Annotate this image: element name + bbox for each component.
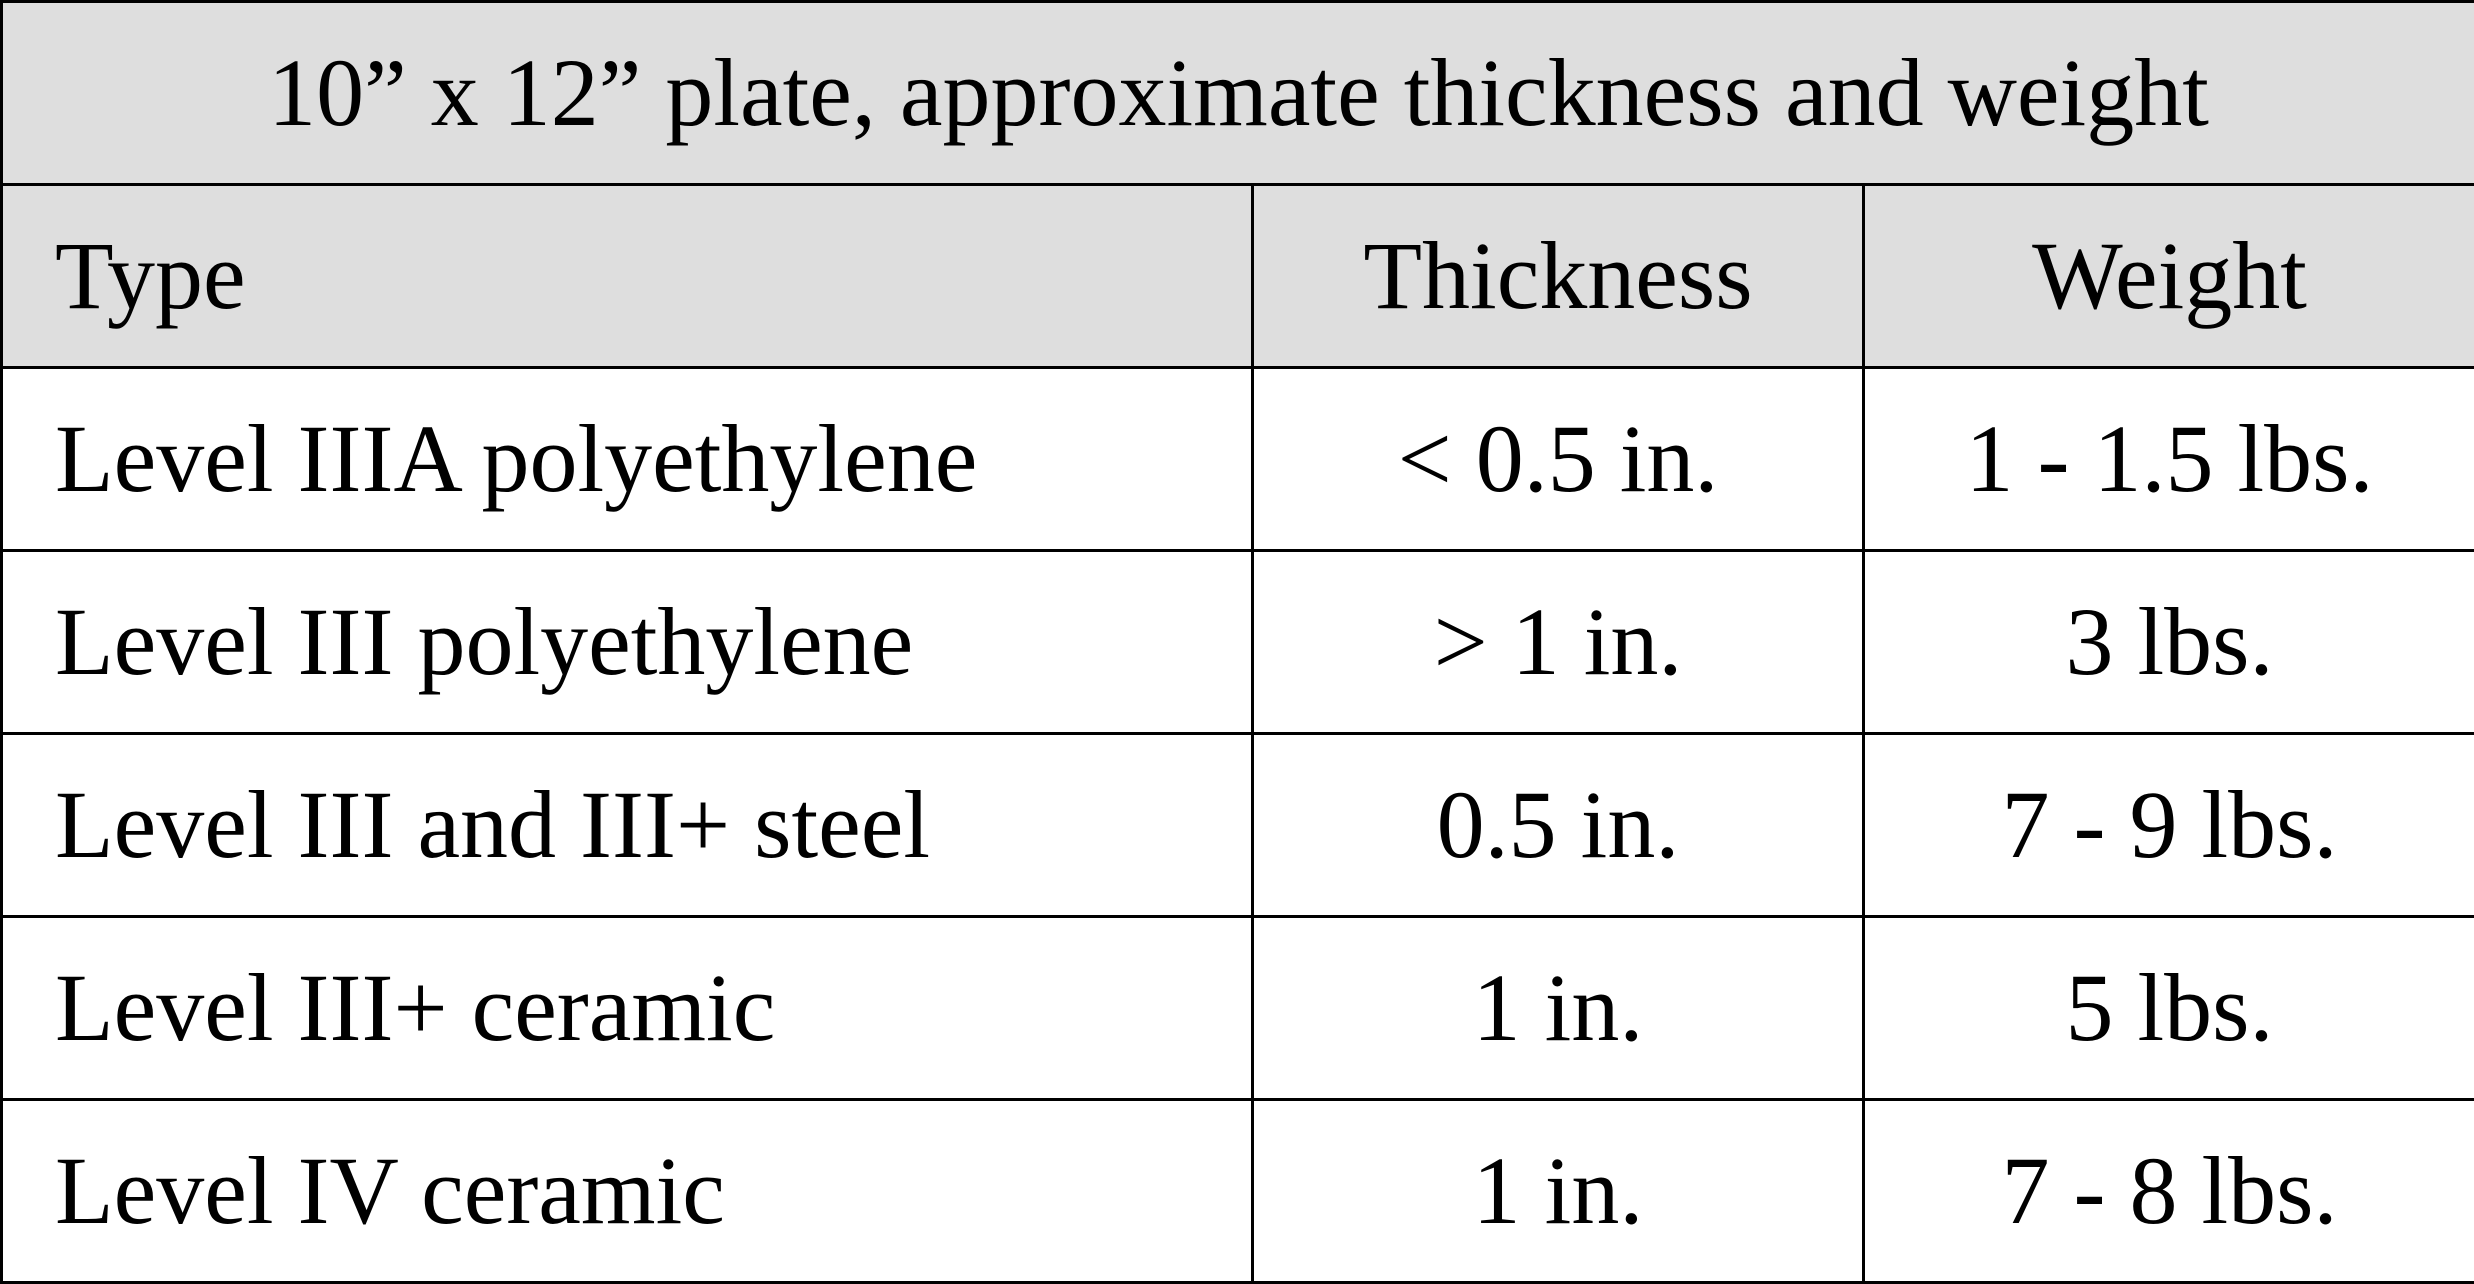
table-title: 10” x 12” plate, approximate thickness a… (2, 2, 2474, 185)
table-cell: 7 - 8 lbs. (1864, 1100, 2474, 1283)
table-cell: 5 lbs. (1864, 917, 2474, 1100)
table-cell: Level III+ ceramic (2, 917, 1253, 1100)
table-cell: 0.5 in. (1253, 734, 1864, 917)
title-row: 10” x 12” plate, approximate thickness a… (2, 2, 2474, 185)
column-header: Thickness (1253, 185, 1864, 368)
column-header: Weight (1864, 185, 2474, 368)
table-cell: < 0.5 in. (1253, 368, 1864, 551)
table-cell: Level III and III+ steel (2, 734, 1253, 917)
table-cell: 3 lbs. (1864, 551, 2474, 734)
table-cell: 7 - 9 lbs. (1864, 734, 2474, 917)
table-cell: Level IIIA polyethylene (2, 368, 1253, 551)
table-row: Level IIIA polyethylene< 0.5 in.1 - 1.5 … (2, 368, 2474, 551)
table-row: Level III polyethylene> 1 in.3 lbs. (2, 551, 2474, 734)
table-cell: > 1 in. (1253, 551, 1864, 734)
table-cell: Level III polyethylene (2, 551, 1253, 734)
table-cell: Level IV ceramic (2, 1100, 1253, 1283)
table-cell: 1 in. (1253, 1100, 1864, 1283)
table-cell: 1 in. (1253, 917, 1864, 1100)
table-cell: 1 - 1.5 lbs. (1864, 368, 2474, 551)
column-header: Type (2, 185, 1253, 368)
